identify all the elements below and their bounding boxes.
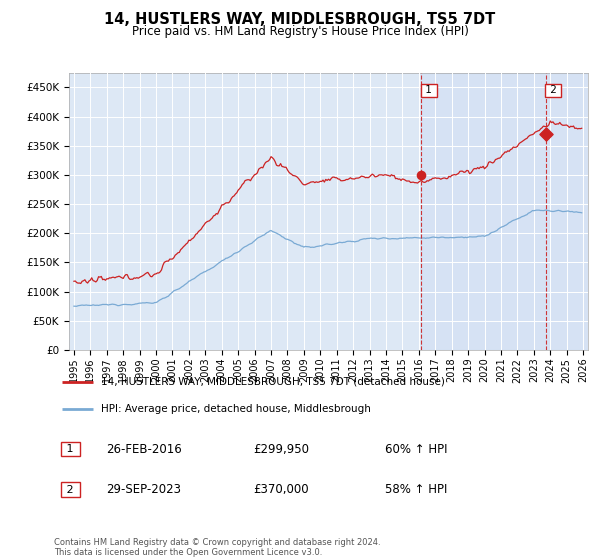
Point [416, 170, 426, 179]
Text: 1: 1 [64, 444, 77, 454]
Text: 2: 2 [64, 484, 77, 494]
Text: Contains HM Land Registry data © Crown copyright and database right 2024.
This d: Contains HM Land Registry data © Crown c… [54, 538, 380, 557]
Text: 14, HUSTLERS WAY, MIDDLESBROUGH, TS5 7DT: 14, HUSTLERS WAY, MIDDLESBROUGH, TS5 7DT [104, 12, 496, 27]
Text: 2: 2 [547, 85, 560, 95]
Text: £299,950: £299,950 [254, 442, 310, 456]
Text: Price paid vs. HM Land Registry's House Price Index (HPI): Price paid vs. HM Land Registry's House … [131, 25, 469, 38]
Text: 26-FEB-2016: 26-FEB-2016 [107, 442, 182, 456]
Text: 14, HUSTLERS WAY, MIDDLESBROUGH, TS5 7DT (detached house): 14, HUSTLERS WAY, MIDDLESBROUGH, TS5 7DT… [101, 377, 445, 387]
Text: HPI: Average price, detached house, Middlesbrough: HPI: Average price, detached house, Midd… [101, 404, 371, 414]
Text: 60% ↑ HPI: 60% ↑ HPI [385, 442, 447, 456]
Text: 58% ↑ HPI: 58% ↑ HPI [385, 483, 447, 496]
Text: 1: 1 [422, 85, 435, 95]
Bar [421, 73, 599, 350]
Text: £370,000: £370,000 [254, 483, 309, 496]
Point [541, 129, 551, 138]
Text: 29-SEP-2023: 29-SEP-2023 [107, 483, 182, 496]
